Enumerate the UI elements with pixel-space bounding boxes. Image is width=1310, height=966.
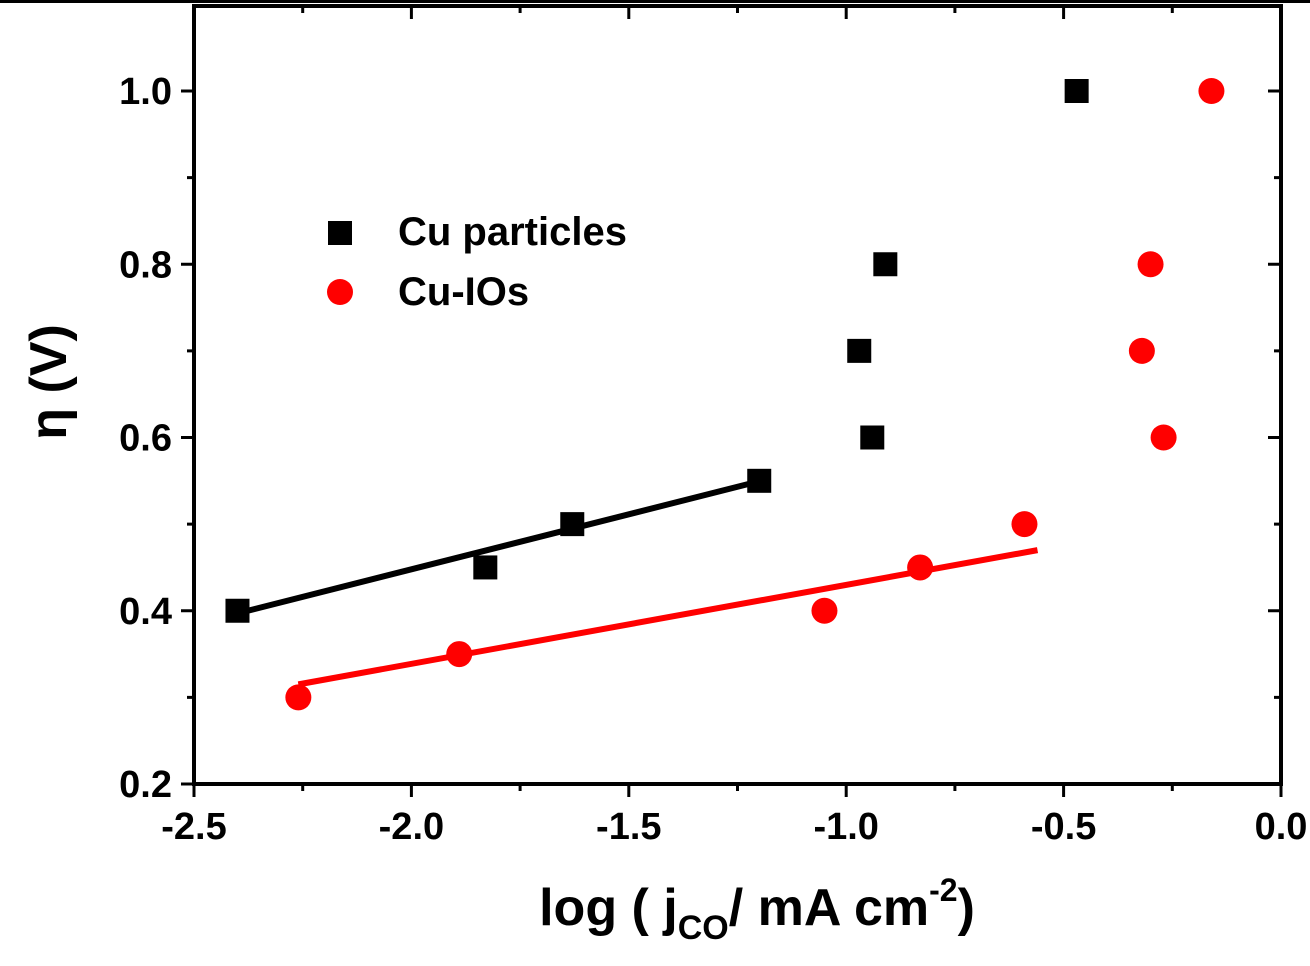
data-point-cu-ios bbox=[811, 597, 838, 624]
legend-marker-cu-ios bbox=[327, 279, 353, 305]
data-point-cu-ios bbox=[285, 684, 312, 711]
data-point-cu-ios bbox=[446, 641, 473, 668]
y-tick-label: 0.2 bbox=[119, 764, 172, 806]
legend-label-cu-particles: Cu particles bbox=[398, 210, 627, 254]
data-point-cu-particles bbox=[560, 512, 585, 537]
y-tick-label: 0.6 bbox=[119, 418, 172, 460]
data-point-cu-particles bbox=[847, 338, 872, 363]
data-point-cu-ios bbox=[1011, 511, 1038, 538]
x-axis-title-superscript: -2 bbox=[929, 872, 957, 908]
x-axis-title-middle: / mA cm bbox=[729, 879, 929, 937]
x-axis-title-subscript: CO bbox=[678, 909, 729, 947]
legend: Cu particles Cu-IOs bbox=[327, 210, 627, 314]
data-point-cu-particles bbox=[873, 252, 898, 277]
y-tick-label: 1.0 bbox=[119, 71, 172, 113]
y-axis-title: η (V) bbox=[20, 324, 78, 440]
data-point-cu-particles bbox=[747, 468, 772, 493]
data-point-cu-particles bbox=[225, 598, 250, 623]
data-point-cu-particles bbox=[860, 425, 885, 450]
x-tick-label: -1.5 bbox=[596, 806, 661, 848]
data-point-cu-ios bbox=[1198, 78, 1225, 104]
x-tick-label: -2.5 bbox=[161, 806, 226, 848]
y-tick-label: 0.4 bbox=[119, 591, 172, 633]
data-point-cu-particles bbox=[473, 555, 498, 580]
x-axis-title-prefix: log ( j bbox=[539, 879, 678, 937]
data-point-cu-ios bbox=[907, 554, 934, 581]
data-point-cu-ios bbox=[1150, 424, 1177, 451]
x-axis-title-suffix: ) bbox=[958, 879, 975, 937]
data-point-cu-ios bbox=[1137, 251, 1164, 278]
data-point-cu-particles bbox=[1064, 79, 1089, 103]
x-tick-label: -2.0 bbox=[379, 806, 444, 848]
x-axis-title: log ( jCO/ mA cm-2) bbox=[539, 872, 975, 947]
y-tick-label: 0.8 bbox=[119, 244, 172, 286]
plot-frame bbox=[192, 4, 1283, 786]
axis-ticks: -2.5 -2.0 -1.5 -1.0 -0.5 0.0 0.2 0.4 0.6 0.8 1.0 bbox=[119, 6, 1307, 848]
x-tick-label: 0.0 bbox=[1255, 806, 1308, 848]
fit-line-cu-particles bbox=[236, 476, 769, 617]
legend-label-cu-ios: Cu-IOs bbox=[398, 270, 529, 314]
x-tick-label: -0.5 bbox=[1031, 806, 1096, 848]
x-tick-label: -1.0 bbox=[813, 806, 878, 848]
plot-layer bbox=[225, 78, 1225, 711]
data-point-cu-ios bbox=[1128, 337, 1155, 364]
legend-marker-cu-particles bbox=[328, 221, 352, 245]
